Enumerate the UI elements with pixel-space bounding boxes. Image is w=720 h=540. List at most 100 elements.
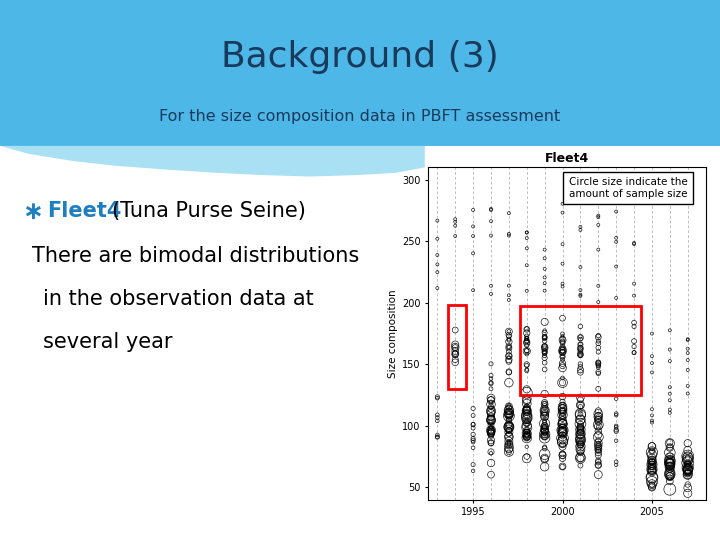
- Point: [539, 334, 550, 342]
- Point: [682, 480, 693, 489]
- Point: [575, 401, 586, 409]
- Point: [467, 249, 479, 258]
- Point: [575, 445, 586, 454]
- Point: [539, 443, 550, 451]
- Point: [449, 340, 461, 349]
- Point: [521, 399, 533, 408]
- Point: [593, 415, 604, 424]
- Point: [431, 394, 443, 402]
- Point: [485, 429, 497, 437]
- Point: [539, 455, 550, 463]
- Point: [593, 358, 604, 367]
- Point: [485, 421, 497, 430]
- Point: [557, 343, 568, 352]
- Point: [521, 454, 533, 463]
- Point: [431, 234, 443, 243]
- Point: [593, 421, 604, 429]
- Point: [593, 433, 604, 441]
- Point: [593, 438, 604, 447]
- Point: [575, 441, 586, 450]
- Point: [557, 423, 568, 432]
- Point: [503, 295, 515, 304]
- Point: [682, 446, 693, 455]
- Point: [467, 436, 479, 445]
- Point: [557, 401, 568, 410]
- Point: [467, 430, 479, 438]
- Point: [449, 347, 461, 355]
- Point: [575, 454, 586, 463]
- Point: [485, 403, 497, 412]
- Point: [646, 465, 657, 474]
- Point: [521, 430, 533, 438]
- Point: [664, 345, 675, 354]
- Point: [682, 460, 693, 469]
- Point: [664, 406, 675, 414]
- Point: [593, 446, 604, 455]
- Point: [575, 349, 586, 358]
- Point: [557, 332, 568, 341]
- Point: [575, 340, 586, 348]
- Point: [557, 433, 568, 441]
- Point: [629, 291, 640, 300]
- Point: [521, 346, 533, 355]
- Point: [485, 231, 497, 240]
- Point: [557, 407, 568, 416]
- Point: [575, 435, 586, 444]
- Point: [503, 431, 515, 440]
- Point: [503, 421, 515, 429]
- Point: [539, 254, 550, 262]
- Point: [611, 436, 622, 445]
- Point: [485, 374, 497, 383]
- Point: [431, 410, 443, 419]
- Point: [557, 410, 568, 419]
- Point: [467, 434, 479, 443]
- Point: [485, 206, 497, 214]
- Point: [593, 445, 604, 454]
- Point: [467, 420, 479, 429]
- Point: [646, 368, 657, 377]
- Point: [521, 360, 533, 369]
- Point: [521, 396, 533, 405]
- Point: [485, 431, 497, 440]
- Point: [593, 436, 604, 445]
- Point: [682, 349, 693, 357]
- Point: [485, 427, 497, 435]
- Point: [485, 379, 497, 387]
- Point: [593, 333, 604, 341]
- Point: [449, 355, 461, 364]
- Point: [467, 424, 479, 433]
- Point: [557, 379, 568, 387]
- Point: [575, 322, 586, 330]
- Point: [521, 430, 533, 439]
- Point: [557, 339, 568, 347]
- Point: [503, 281, 515, 290]
- Point: [593, 361, 604, 370]
- Text: in the observation data at: in the observation data at: [43, 289, 314, 309]
- Point: [539, 342, 550, 351]
- Point: [503, 426, 515, 435]
- Point: [557, 348, 568, 356]
- Point: [539, 417, 550, 426]
- Point: [575, 226, 586, 234]
- Point: [646, 472, 657, 481]
- Point: [629, 322, 640, 331]
- Point: [521, 407, 533, 415]
- Point: [575, 415, 586, 424]
- Point: [611, 423, 622, 431]
- Point: [557, 433, 568, 441]
- Point: [539, 343, 550, 352]
- Point: [682, 465, 693, 474]
- Point: [664, 458, 675, 467]
- Point: [503, 347, 515, 356]
- Point: [575, 448, 586, 457]
- Point: [557, 450, 568, 459]
- Point: [557, 240, 568, 248]
- Point: [646, 456, 657, 465]
- Point: [593, 281, 604, 290]
- Point: [664, 408, 675, 417]
- Point: [557, 352, 568, 361]
- Point: [611, 207, 622, 216]
- Point: [503, 445, 515, 454]
- Point: [557, 438, 568, 447]
- Text: (Tuna Purse Seine): (Tuna Purse Seine): [112, 201, 305, 221]
